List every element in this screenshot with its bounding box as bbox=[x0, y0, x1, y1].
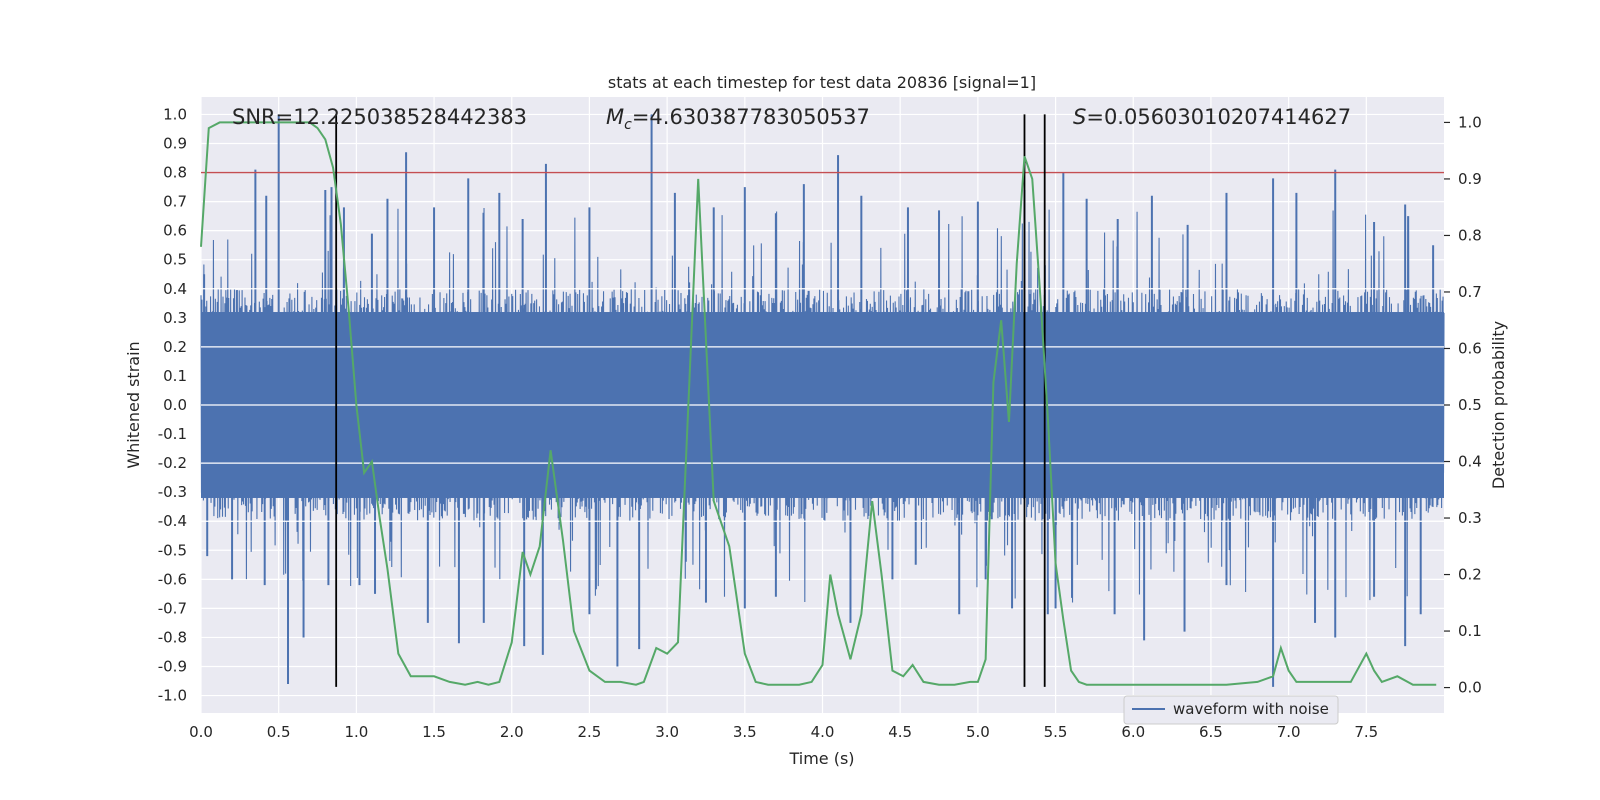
left-y-tick-label: -0.1 bbox=[158, 425, 187, 443]
right-y-tick-label: 0.5 bbox=[1458, 396, 1482, 414]
right-y-tick-label: 0.7 bbox=[1458, 283, 1482, 301]
left-y-tick-label: 0.0 bbox=[163, 396, 187, 414]
left-y-tick-label: -0.9 bbox=[158, 658, 187, 676]
x-tick-label: 5.0 bbox=[966, 723, 990, 741]
left-y-tick-label: -0.3 bbox=[158, 483, 187, 501]
right-y-tick-label: 0.1 bbox=[1458, 622, 1482, 640]
left-y-tick-label: -0.4 bbox=[158, 512, 187, 530]
left-y-tick-label: 0.4 bbox=[163, 280, 187, 298]
right-y-tick-label: 0.3 bbox=[1458, 509, 1482, 527]
left-y-tick-label: 0.3 bbox=[163, 309, 187, 327]
x-tick-label: 1.5 bbox=[422, 723, 446, 741]
left-y-tick-label: 0.8 bbox=[163, 164, 187, 182]
chirp-mass-value: =4.630387783050537 bbox=[632, 105, 870, 129]
right-y-tick-label: 0.4 bbox=[1458, 453, 1482, 471]
left-y-axis-label: Whitened strain bbox=[124, 341, 143, 468]
x-tick-label: 7.0 bbox=[1277, 723, 1301, 741]
left-y-tick-label: 1.0 bbox=[163, 105, 187, 123]
x-tick-label: 0.5 bbox=[267, 723, 291, 741]
left-y-tick-label: 0.6 bbox=[163, 222, 187, 240]
right-y-tick-label: 1.0 bbox=[1458, 113, 1482, 131]
right-y-tick-label: 0.0 bbox=[1458, 679, 1482, 697]
snr-annotation: SNR=12.225038528442383 bbox=[232, 105, 527, 129]
detection-probability-line bbox=[200, 121, 1437, 686]
left-y-tick-label: -0.6 bbox=[158, 570, 187, 588]
x-tick-label: 2.0 bbox=[500, 723, 524, 741]
x-tick-label: 0.0 bbox=[189, 723, 213, 741]
marker-lines bbox=[335, 114, 1046, 687]
left-y-tick-label: -1.0 bbox=[158, 687, 187, 705]
x-tick-label: 5.5 bbox=[1044, 723, 1068, 741]
legend-label: waveform with noise bbox=[1173, 700, 1329, 718]
right-y-tick-label: 0.9 bbox=[1458, 170, 1482, 188]
x-tick-label: 4.5 bbox=[888, 723, 912, 741]
right-y-tick-label: 0.6 bbox=[1458, 339, 1482, 357]
waveform-series bbox=[200, 114, 1445, 687]
left-y-axis-ticks: 1.0 0.9 0.8 0.7 0.6 0.5 0.4 0.3 0.2 0.1 0.0 -0.1 -0.… bbox=[158, 105, 187, 704]
x-tick-label: 2.5 bbox=[578, 723, 602, 741]
left-y-tick-label: 0.7 bbox=[163, 193, 187, 211]
legend: waveform with noise bbox=[1123, 695, 1339, 725]
x-tick-label: 1.0 bbox=[344, 723, 368, 741]
x-tick-label: 6.0 bbox=[1121, 723, 1145, 741]
chirp-mass-subscript: c bbox=[624, 117, 632, 133]
s-value: =0.05603010207414627 bbox=[1086, 105, 1351, 129]
x-tick-label: 3.5 bbox=[733, 723, 757, 741]
x-tick-label: 7.5 bbox=[1354, 723, 1378, 741]
left-y-tick-label: 0.5 bbox=[163, 251, 187, 269]
x-tick-label: 4.0 bbox=[811, 723, 835, 741]
left-y-tick-label: 0.1 bbox=[163, 367, 187, 385]
left-y-tick-label: -0.5 bbox=[158, 541, 187, 559]
left-y-tick-label: 0.9 bbox=[163, 134, 187, 152]
left-y-tick-label: 0.2 bbox=[163, 338, 187, 356]
left-y-tick-label: -0.7 bbox=[158, 599, 187, 617]
left-y-tick-label: -0.8 bbox=[158, 628, 187, 646]
x-axis-ticks: 0.0 0.5 1.0 1.5 2.0 2.5 3.0 3.5 4.0 4.5 5.0 5.5 6.0 6… bbox=[189, 723, 1378, 741]
s-annotation: S=0.05603010207414627 bbox=[1073, 105, 1351, 129]
right-y-axis-label: Detection probability bbox=[1489, 321, 1508, 489]
right-y-tick-label: 0.2 bbox=[1458, 566, 1482, 584]
right-y-axis-ticks: 1.0 0.9 0.8 0.7 0.6 0.5 0.4 0.3 0.2 0.1 0.0 bbox=[1444, 113, 1482, 697]
chirp-mass-annotation: Mc=4.630387783050537 bbox=[606, 105, 870, 133]
x-axis-label: Time (s) bbox=[788, 749, 854, 768]
x-tick-label: 3.0 bbox=[655, 723, 679, 741]
x-tick-label: 6.5 bbox=[1199, 723, 1223, 741]
left-y-tick-label: -0.2 bbox=[158, 454, 187, 472]
s-symbol: S bbox=[1073, 105, 1086, 129]
chart-title: stats at each timestep for test data 208… bbox=[608, 73, 1036, 92]
legend-box bbox=[1123, 695, 1339, 725]
chirp-mass-symbol: M bbox=[606, 105, 624, 129]
right-y-tick-label: 0.8 bbox=[1458, 226, 1482, 244]
